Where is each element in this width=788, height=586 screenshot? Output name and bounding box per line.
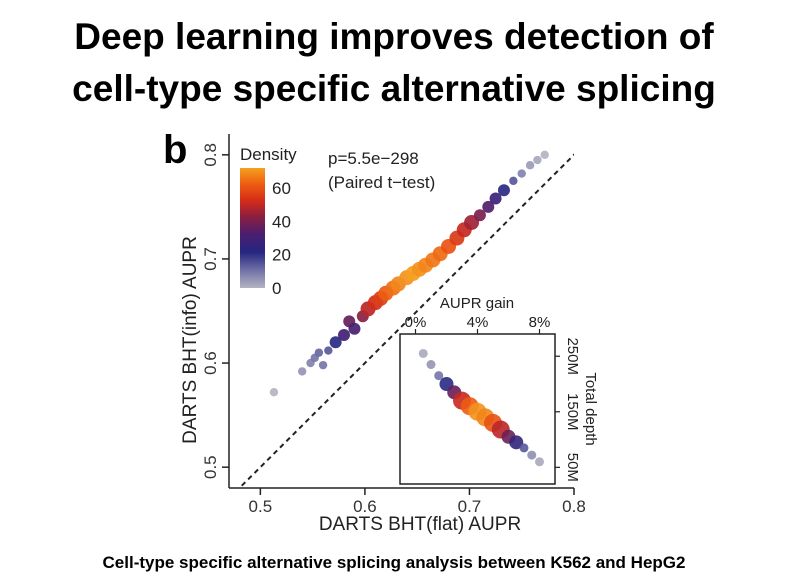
x-tick-label: 0.8 bbox=[562, 497, 586, 516]
inset-data-point bbox=[535, 457, 544, 467]
data-point bbox=[297, 367, 307, 376]
legend-title: Density bbox=[240, 145, 297, 164]
x-axis-label: DARTS BHT(flat) AUPR bbox=[319, 514, 521, 535]
data-point bbox=[509, 176, 518, 186]
legend-tick-label: 60 bbox=[272, 179, 291, 198]
y-tick-label: 0.7 bbox=[201, 247, 220, 271]
data-point bbox=[314, 348, 324, 357]
legend-tick-label: 20 bbox=[272, 246, 291, 265]
inset-x-tick-label: 4% bbox=[467, 314, 489, 331]
data-point bbox=[318, 360, 328, 370]
density-colorbar bbox=[240, 168, 265, 288]
data-point bbox=[540, 150, 549, 160]
data-point bbox=[489, 192, 502, 205]
inset-x-tick-label: 8% bbox=[529, 314, 551, 331]
data-point bbox=[348, 322, 361, 335]
p-value-text: p=5.5e−298 bbox=[328, 149, 419, 168]
x-tick-label: 0.6 bbox=[353, 497, 377, 516]
y-tick-label: 0.8 bbox=[201, 143, 220, 167]
panel-label: b bbox=[163, 128, 188, 172]
inset-data-point bbox=[434, 371, 444, 381]
y-axis-label: DARTS BHT(info) AUPR bbox=[180, 236, 201, 444]
data-point bbox=[329, 336, 342, 349]
test-name-text: (Paired t−test) bbox=[328, 173, 435, 192]
data-point bbox=[482, 200, 495, 213]
inset-y-tick-label: 250M bbox=[564, 337, 581, 375]
inset-x-label: AUPR gain bbox=[440, 295, 514, 312]
inset-data-point bbox=[509, 435, 524, 450]
x-tick-label: 0.7 bbox=[458, 497, 482, 516]
data-point bbox=[497, 184, 510, 197]
data-point bbox=[473, 209, 486, 222]
data-point bbox=[269, 388, 279, 397]
data-point bbox=[338, 328, 350, 341]
data-point bbox=[324, 346, 333, 355]
data-point bbox=[525, 161, 535, 170]
inset-points bbox=[418, 348, 544, 467]
inset-x-tick-label: 0% bbox=[405, 314, 427, 331]
legend-tick-label: 40 bbox=[272, 212, 291, 231]
inset-data-point bbox=[426, 360, 436, 370]
y-tick-label: 0.5 bbox=[201, 455, 220, 479]
inset-y-label: Total depth bbox=[582, 372, 599, 445]
legend-ticks: 60 40 20 0 bbox=[265, 179, 291, 298]
data-point bbox=[533, 155, 542, 165]
main-ticks: 0.5 0.6 0.7 0.8 0.5 0.6 0.7 0.8 bbox=[201, 143, 586, 516]
inset-data-point bbox=[418, 348, 428, 358]
slide-title-line2: cell-type specific alternative splicing bbox=[72, 68, 716, 109]
legend-tick-label: 0 bbox=[272, 279, 281, 298]
inset-y-tick-label: 150M bbox=[564, 393, 581, 431]
slide-title-line1: Deep learning improves detection of bbox=[74, 16, 714, 57]
x-tick-label: 0.5 bbox=[249, 497, 273, 516]
main-points bbox=[269, 150, 549, 397]
inset-data-point bbox=[519, 443, 529, 453]
inset-data-point bbox=[527, 450, 537, 460]
slide-caption: Cell-type specific alternative splicing … bbox=[102, 553, 686, 572]
inset-y-tick-label: 50M bbox=[564, 453, 581, 482]
data-point bbox=[517, 169, 526, 178]
inset-ticks: 0% 4% 8% 250M 150M 50M bbox=[405, 314, 581, 482]
y-tick-label: 0.6 bbox=[201, 351, 220, 375]
